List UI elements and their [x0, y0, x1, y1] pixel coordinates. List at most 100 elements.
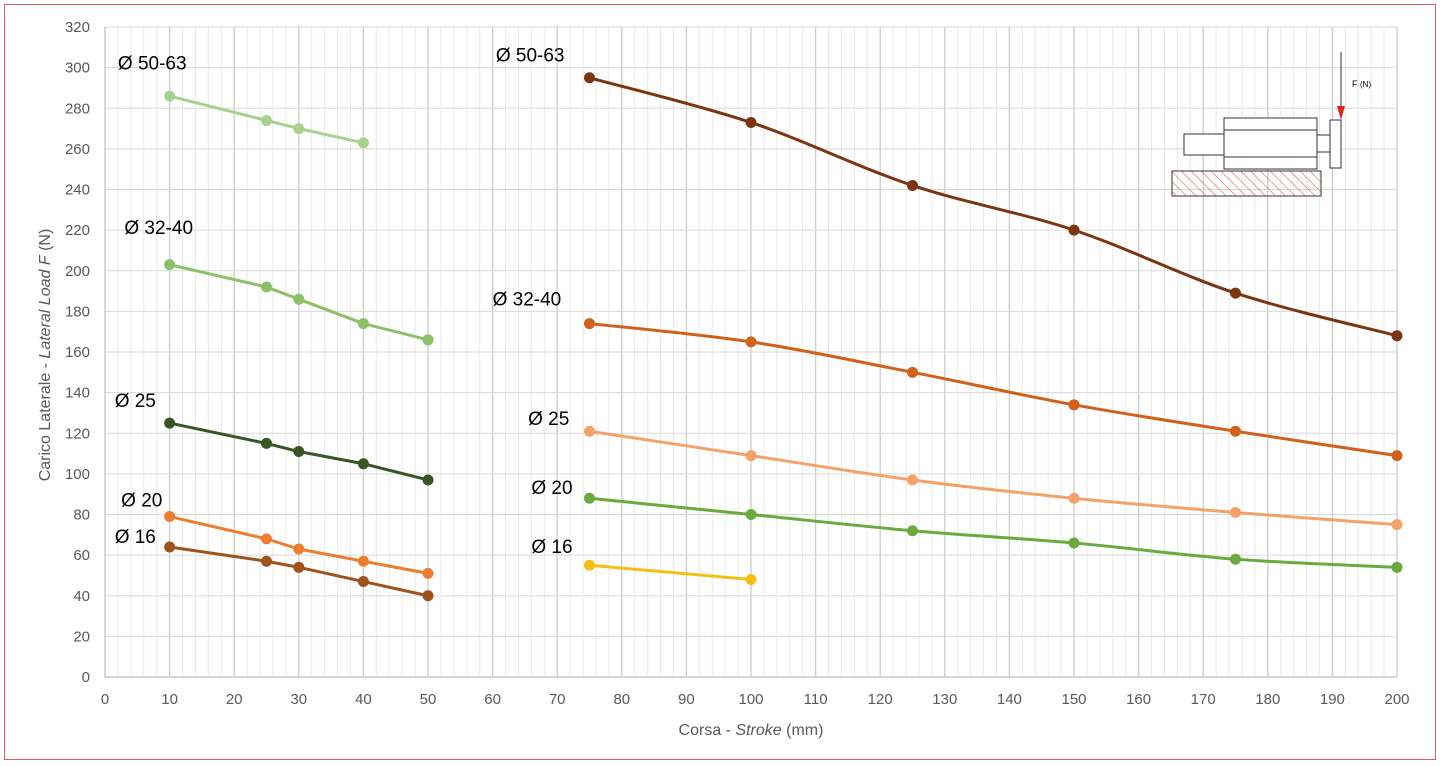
series-label: Ø 25 [115, 391, 156, 412]
series-label: Ø 32-40 [124, 218, 193, 239]
x-tick-label: 180 [1255, 691, 1280, 708]
x-tick-label: 30 [290, 691, 307, 708]
y-tick-label: 220 [65, 222, 90, 239]
series-8 [584, 492, 1403, 573]
series-label: Ø 50-63 [496, 46, 565, 67]
data-point [745, 509, 757, 520]
x-tick-label: 160 [1126, 691, 1151, 708]
data-point [293, 123, 305, 135]
data-point [422, 474, 434, 486]
series-label: Ø 20 [531, 478, 572, 499]
series-6 [584, 318, 1403, 462]
data-point [261, 555, 272, 567]
data-point [357, 576, 369, 588]
series-line [588, 429, 1399, 527]
data-point [357, 318, 369, 330]
inset-base-block [1171, 170, 1322, 197]
y-tick-labels: 0 20 40 60 80 100 120 140 160 180 200 220 240 260 280 3… [65, 19, 90, 686]
data-point [164, 417, 176, 429]
data-point [745, 450, 757, 462]
inset-force-arrow-head [1337, 106, 1345, 120]
cylinder-inset-diagram: F (N) [1171, 52, 1371, 197]
inset-rod [1316, 134, 1331, 153]
data-point [584, 318, 595, 330]
y-tick-label: 0 [82, 669, 90, 686]
data-point [907, 179, 918, 191]
x-tick-label: 40 [355, 691, 372, 708]
x-tick-label: 50 [420, 691, 437, 708]
data-point [422, 590, 434, 602]
y-tick-label: 180 [65, 303, 90, 320]
series-line [588, 563, 753, 581]
data-point [584, 72, 595, 84]
x-tick-label: 120 [868, 691, 893, 708]
x-tick-label: 0 [101, 691, 109, 708]
inset-end-plate [1329, 119, 1342, 169]
data-point [1230, 553, 1241, 565]
y-tick-label: 40 [73, 588, 90, 605]
x-tick-label: 110 [804, 691, 828, 708]
series-group [164, 72, 1403, 602]
series-label: Ø 25 [528, 409, 569, 430]
x-tick-label: 10 [161, 691, 178, 708]
x-tick-label: 80 [613, 691, 630, 708]
data-point [261, 281, 272, 293]
x-tick-label: 90 [678, 691, 695, 708]
data-point [357, 458, 369, 470]
data-point [164, 511, 176, 523]
series-line [588, 322, 1399, 458]
data-point [1230, 287, 1241, 299]
x-tick-label: 200 [1384, 691, 1409, 708]
data-point [584, 425, 595, 437]
series-1 [164, 259, 434, 346]
series-3 [164, 511, 434, 579]
data-point [357, 555, 369, 567]
data-point [293, 446, 305, 458]
series-4 [164, 541, 434, 602]
x-tick-label: 150 [1061, 691, 1086, 708]
x-tick-label: 100 [738, 691, 763, 708]
data-point [1068, 492, 1080, 504]
series-0 [164, 90, 369, 149]
y-tick-label: 240 [65, 182, 90, 199]
data-point [745, 116, 757, 128]
y-tick-label: 80 [73, 507, 90, 524]
data-point [293, 543, 305, 555]
data-point [907, 474, 918, 486]
x-tick-label: 60 [484, 691, 501, 708]
data-point [357, 137, 369, 149]
y-tick-label: 120 [65, 425, 90, 442]
series-label: Ø 50-63 [118, 54, 187, 75]
series-9 [584, 559, 757, 585]
data-point [907, 525, 918, 537]
x-tick-label: 170 [1191, 691, 1216, 708]
data-point [293, 561, 305, 573]
x-tick-label: 70 [549, 691, 566, 708]
y-tick-label: 60 [73, 547, 90, 564]
data-point [261, 437, 272, 449]
data-point [907, 366, 918, 378]
series-label: Ø 16 [531, 537, 572, 558]
axes [104, 27, 1397, 678]
data-point [1391, 519, 1403, 531]
y-tick-label: 300 [65, 60, 90, 77]
x-tick-label: 190 [1320, 691, 1345, 708]
data-point [1068, 399, 1080, 411]
x-tick-label: 140 [997, 691, 1022, 708]
series-line [588, 76, 1399, 338]
data-point [745, 574, 757, 585]
y-tick-label: 280 [65, 100, 90, 117]
series-label: Ø 16 [115, 527, 156, 548]
y-tick-label: 140 [65, 385, 90, 402]
data-point [164, 90, 176, 102]
series-line [588, 496, 1399, 569]
y-axis-title: Carico Laterale - Lateral Load F (N) [37, 229, 54, 482]
series-2 [164, 417, 434, 486]
data-point [1391, 330, 1403, 342]
chart-frame [4, 4, 1436, 760]
data-point [1068, 224, 1080, 236]
data-point [745, 336, 757, 348]
y-tick-label: 260 [65, 141, 90, 158]
x-tick-label: 20 [226, 691, 243, 708]
y-tick-label: 160 [65, 344, 90, 361]
